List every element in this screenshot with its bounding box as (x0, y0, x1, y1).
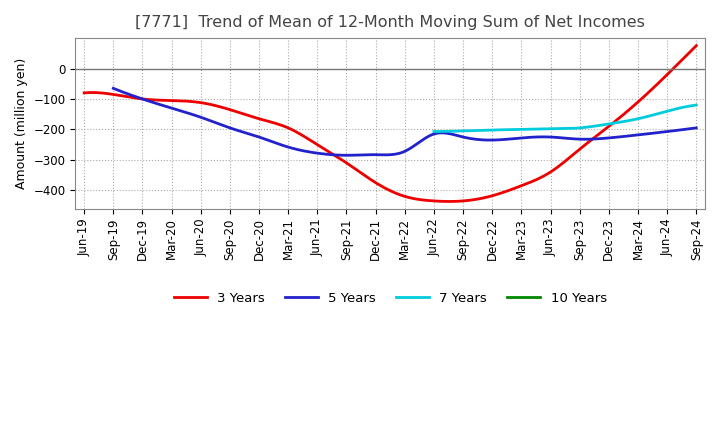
Legend: 3 Years, 5 Years, 7 Years, 10 Years: 3 Years, 5 Years, 7 Years, 10 Years (168, 287, 612, 310)
Title: [7771]  Trend of Mean of 12-Month Moving Sum of Net Incomes: [7771] Trend of Mean of 12-Month Moving … (135, 15, 645, 30)
Y-axis label: Amount (million yen): Amount (million yen) (15, 58, 28, 189)
